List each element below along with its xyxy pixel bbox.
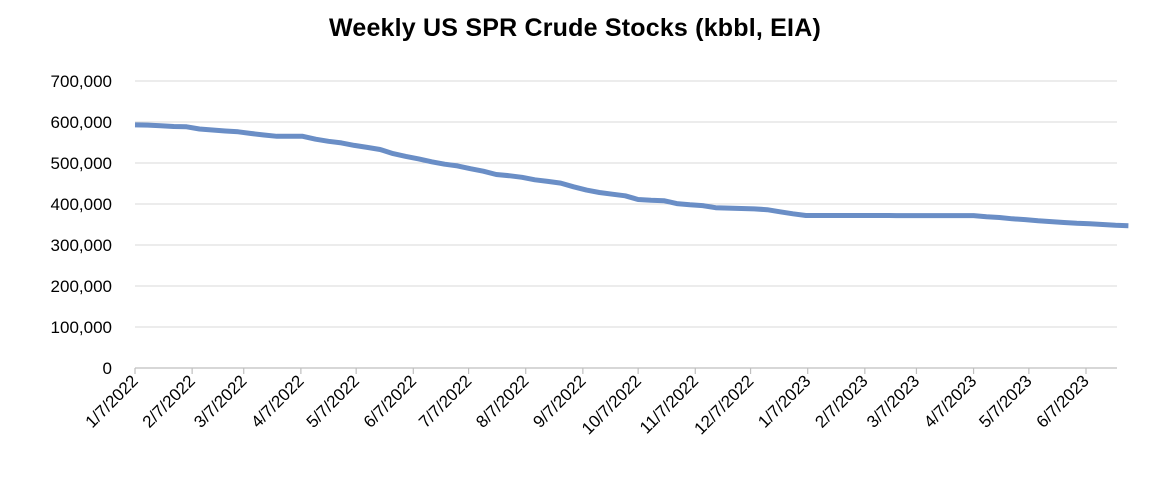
x-tick-label: 2/7/2022 [139,371,199,431]
x-tick-label: 6/7/2023 [1033,371,1093,431]
x-tick-label: 2/7/2023 [811,371,871,431]
y-tick-label: 0 [103,359,112,378]
x-tick-label: 4/7/2023 [920,371,980,431]
x-tick-label: 1/7/2022 [82,371,142,431]
x-axis-tick-labels: 1/7/20222/7/20223/7/20224/7/20225/7/2022… [82,371,1093,438]
y-tick-label: 300,000 [51,236,112,255]
x-tick-label: 3/7/2023 [863,371,923,431]
x-tick-label: 12/7/2022 [690,371,757,438]
series-line [134,122,1129,229]
y-tick-label: 700,000 [51,72,112,91]
chart-title: Weekly US SPR Crude Stocks (kbbl, EIA) [329,14,821,42]
y-tick-label: 400,000 [51,195,112,214]
y-axis-tick-labels: 0 100,000 200,000 300,000 400,000 500,000 600,… [51,72,112,378]
x-tick-label: 6/7/2022 [360,371,420,431]
gridlines [135,80,1117,328]
y-tick-label: 200,000 [51,277,112,296]
x-tick-label: 5/7/2023 [975,371,1035,431]
y-tick-label: 500,000 [51,154,112,173]
y-tick-label: 600,000 [51,113,112,132]
y-tick-label: 100,000 [51,318,112,337]
x-tick-label: 8/7/2022 [472,371,532,431]
x-tick-label: 3/7/2022 [190,371,250,431]
axes [134,367,1117,374]
x-tick-label: 5/7/2022 [303,371,363,431]
x-tick-label: 7/7/2022 [415,371,475,431]
series-layer [134,122,1129,229]
x-tick-label: 4/7/2022 [247,371,307,431]
x-tick-label: 10/7/2022 [578,371,645,438]
x-tick-label: 1/7/2023 [754,371,814,431]
